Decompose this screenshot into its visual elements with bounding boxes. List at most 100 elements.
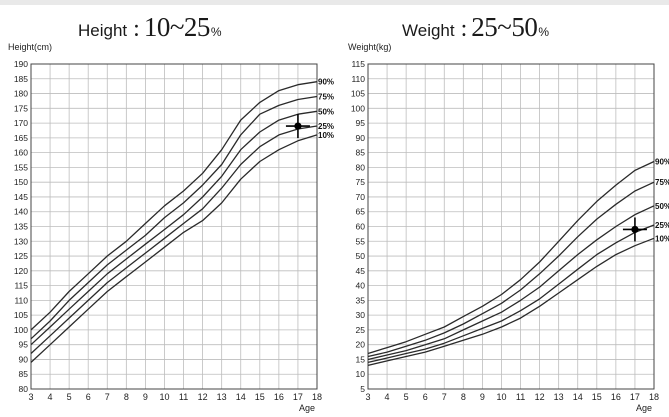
percentile-label: 10% [318,131,334,140]
y-tick-label: 95 [356,118,366,128]
percentile-curve [30,110,318,346]
y-tick-label: 115 [351,59,365,69]
y-tick-label: 110 [14,295,28,305]
y-tick-label: 40 [356,281,366,291]
y-tick-label: 105 [351,89,365,99]
y-tick-label: 180 [14,89,28,99]
percentile-label: 75% [655,178,669,187]
x-tick-label: 11 [516,392,525,402]
chart-title-unit: % [538,25,550,39]
height-chart-panel: Height:10~25% Height(cm) 80 85 90 95 100 105 1… [8,12,334,413]
chart-title: Weight:25~50% [402,12,549,43]
y-tick-label: 160 [14,148,28,158]
y-tick-label: 55 [356,236,366,246]
x-tick-label: 6 [423,392,428,402]
y-tick-label: 20 [356,340,366,350]
weight-chart-panel: Weight:25~50% Weight(kg) 5 10 15 20 25 30 35 40… [340,0,669,417]
percentile-curve [30,95,318,340]
x-tick-label: 12 [198,392,208,402]
plot-frame [30,63,318,390]
y-axis-label: Weight(kg) [348,42,392,52]
percentile-curve [30,81,318,331]
weight-growth-chart: 5101520253035404550556065707580859095100… [351,59,669,413]
y-tick-label: 45 [356,266,366,276]
percentile-label: 90% [318,78,334,87]
chart-title-range: 10~25 [143,12,211,42]
percentile-label: 10% [655,234,669,243]
y-tick-label: 115 [14,281,28,291]
x-tick-label: 7 [442,392,447,402]
percentile-label: 25% [655,221,669,230]
x-tick-label: 8 [461,392,466,402]
x-tick-label: 17 [293,392,303,402]
x-tick-label: 18 [649,392,659,402]
x-tick-label: 13 [217,392,227,402]
current-measurement-point [294,122,302,130]
x-axis-label: Age [299,403,315,413]
percentile-label: 25% [318,122,334,131]
y-tick-label: 80 [19,384,29,394]
y-tick-label: 85 [19,369,29,379]
y-tick-label: 90 [356,133,366,143]
y-tick-label: 100 [351,103,365,113]
chart-title: Height:10~25% [78,12,222,43]
y-tick-label: 75 [356,177,366,187]
y-tick-label: 60 [356,222,366,232]
x-axis-label: Age [636,403,652,413]
y-tick-label: 125 [14,251,28,261]
y-tick-label: 10 [356,369,366,379]
x-tick-label: 16 [274,392,284,402]
y-tick-label: 90 [19,354,29,364]
y-tick-label: 80 [356,162,366,172]
current-measurement-point [631,225,639,234]
y-tick-label: 25 [356,325,366,335]
height-growth-chart: 8085909510010511011512012513013514014515… [14,59,334,413]
x-tick-label: 11 [179,392,188,402]
chart-title-name: Weight [402,21,455,40]
x-tick-label: 10 [496,392,506,402]
y-tick-label: 140 [14,207,28,217]
x-tick-label: 5 [67,392,72,402]
y-tick-label: 95 [19,340,29,350]
y-tick-label: 150 [14,177,28,187]
percentile-label: 50% [318,107,334,116]
x-tick-label: 10 [159,392,169,402]
x-tick-label: 14 [573,392,583,402]
x-tick-label: 18 [312,392,322,402]
x-tick-label: 9 [480,392,485,402]
y-tick-label: 5 [360,384,365,394]
x-tick-label: 3 [365,392,370,402]
y-tick-label: 65 [356,207,366,217]
y-tick-label: 170 [14,118,28,128]
y-tick-label: 50 [356,251,366,261]
percentile-curve [367,181,655,358]
percentile-label: 75% [318,93,334,102]
y-tick-label: 110 [351,74,365,84]
y-tick-label: 155 [14,162,28,172]
y-tick-label: 135 [14,222,28,232]
y-tick-label: 130 [14,236,28,246]
chart-title-range: 25~50 [471,12,538,42]
percentile-curve [367,160,655,355]
y-axis-label: Height(cm) [8,42,53,52]
percentile-curve [367,205,655,361]
x-tick-label: 4 [385,392,390,402]
y-tick-label: 185 [14,74,28,84]
x-tick-label: 14 [236,392,246,402]
percentile-curve [30,125,318,354]
x-tick-label: 15 [592,392,602,402]
y-tick-label: 30 [356,310,366,320]
x-tick-label: 7 [105,392,110,402]
plot-frame [367,63,655,390]
percentile-label: 90% [655,158,669,167]
y-tick-label: 15 [356,354,366,364]
y-tick-label: 70 [356,192,366,202]
chart-title-separator: : [133,16,140,42]
percentile-curve [367,237,655,367]
y-tick-label: 100 [14,325,28,335]
chart-title-separator: : [460,16,468,42]
x-tick-label: 16 [611,392,621,402]
x-tick-label: 12 [535,392,545,402]
x-tick-label: 9 [143,392,148,402]
x-tick-label: 6 [86,392,91,402]
